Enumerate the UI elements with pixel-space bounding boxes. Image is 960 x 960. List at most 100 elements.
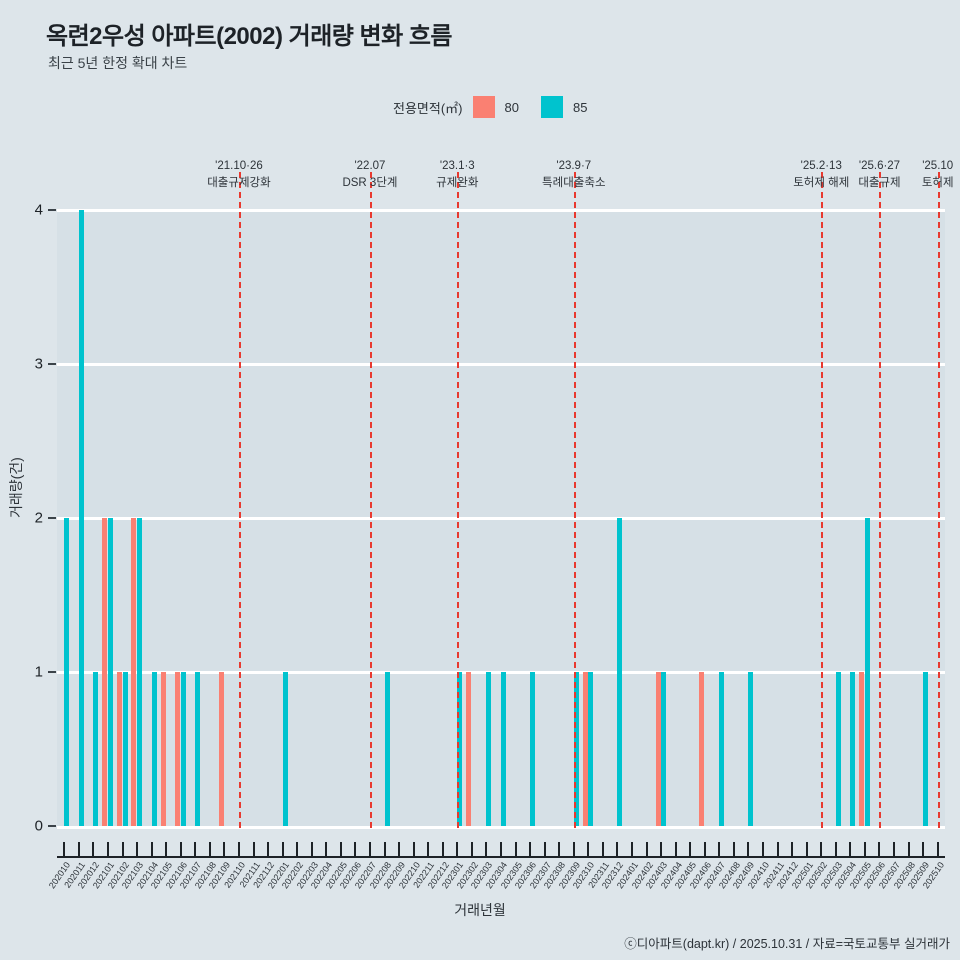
bar-202109-80 [218, 672, 224, 826]
x-tick-202201 [281, 842, 284, 856]
x-tick-202309 [572, 842, 575, 856]
x-tick-202305 [514, 842, 517, 856]
x-tick-202504 [849, 842, 852, 856]
annotation-label-202502: '25.2·13 토허제 해제 [793, 158, 849, 192]
x-tick-202212 [441, 842, 444, 856]
y-tick-2 [48, 517, 56, 519]
bar-202107-85 [195, 672, 201, 826]
bar-202403-80 [655, 672, 661, 826]
chart-legend: 전용면적(㎡) 80 85 [393, 96, 587, 118]
x-tick-202407 [718, 842, 721, 856]
bar-202104-85 [151, 672, 157, 826]
gridline-2 [57, 516, 945, 520]
x-tick-202108 [208, 842, 211, 856]
x-tick-202106 [179, 842, 182, 856]
page-title: 옥련2우성 아파트(2002) 거래량 변화 흐름 [46, 23, 453, 50]
bar-202505-80 [859, 672, 865, 826]
x-tick-202105 [165, 842, 168, 856]
x-tick-202210 [412, 842, 415, 856]
x-tick-202503 [834, 842, 837, 856]
x-tick-202110 [237, 842, 240, 856]
x-tick-202303 [485, 842, 488, 856]
annotation-label-202510: '25.10 토허제 [922, 158, 954, 192]
y-tick-3 [48, 363, 56, 365]
annotation-label-202207: '22.07 DSR 3단계 [342, 158, 397, 192]
x-tick-202402 [645, 842, 648, 856]
x-tick-202203 [310, 842, 313, 856]
bar-202406-80 [699, 672, 705, 826]
x-tick-202306 [529, 842, 532, 856]
annotation-label-202309: '23.9·7 특례대출축소 [542, 158, 605, 192]
bar-202503-85 [835, 672, 841, 826]
x-tick-202307 [543, 842, 546, 856]
x-tick-202208 [383, 842, 386, 856]
x-baseline [57, 826, 945, 829]
bar-202105-80 [160, 672, 166, 826]
x-tick-202109 [223, 842, 226, 856]
x-tick-202202 [296, 842, 299, 856]
bar-202304-85 [501, 672, 506, 826]
x-tick-202010 [63, 842, 66, 856]
bar-202010-85 [64, 518, 70, 826]
bar-202312-85 [617, 518, 623, 826]
bar-202101-85 [107, 518, 113, 826]
annotation-text-202207: DSR 3단계 [342, 177, 398, 189]
x-axis-line [57, 856, 945, 858]
y-tick-4 [48, 209, 56, 211]
x-tick-202507 [893, 842, 896, 856]
x-tick-202509 [922, 842, 925, 856]
annotation-text-202506: 대출규제 [858, 177, 901, 189]
y-tick-0 [48, 825, 56, 827]
x-tick-202205 [339, 842, 342, 856]
page-subtitle: 최근 5년 한정 확대 차트 [48, 55, 188, 71]
y-tick-label-1: 1 [34, 663, 43, 681]
x-tick-202411 [776, 842, 779, 856]
x-tick-202308 [558, 842, 561, 856]
gridline-3 [57, 362, 945, 366]
x-tick-202401 [631, 842, 634, 856]
bar-202102-80 [116, 672, 122, 826]
bar-202301-85 [457, 672, 463, 826]
x-axis-title: 거래년월 [454, 902, 506, 918]
x-tick-202312 [616, 842, 619, 856]
bar-202509-85 [923, 672, 929, 826]
x-tick-202502 [820, 842, 823, 856]
y-tick-label-0: 0 [34, 817, 43, 835]
bar-202103-85 [137, 518, 143, 826]
bar-202106-85 [180, 672, 186, 826]
y-tick-label-2: 2 [34, 509, 43, 527]
legend-swatch-80 [472, 96, 495, 118]
annotation-date-202506: '25.6·27 [858, 160, 901, 172]
annotation-line-202502 [821, 172, 824, 828]
x-tick-202012 [92, 842, 95, 856]
annotation-label-202110: '21.10·26 대출규제강화 [207, 158, 270, 192]
annotation-text-202309: 특례대출축소 [542, 177, 606, 189]
bar-202101-80 [102, 518, 108, 826]
x-tick-202011 [77, 842, 80, 856]
x-tick-202412 [791, 842, 794, 856]
x-tick-202304 [500, 842, 502, 856]
x-tick-202311 [601, 842, 604, 856]
x-tick-202409 [747, 842, 750, 856]
bar-202505-85 [864, 518, 870, 826]
x-tick-202508 [907, 842, 910, 856]
annotation-text-202110: 대출규제강화 [207, 177, 271, 189]
annotation-line-202506 [879, 172, 882, 828]
bar-202310-80 [582, 672, 588, 826]
legend-swatch-85 [540, 96, 563, 118]
annotation-date-202502: '25.2·13 [800, 160, 842, 172]
annotation-text-202301: 규제완화 [436, 177, 479, 189]
x-tick-202111 [252, 842, 255, 856]
x-tick-202403 [660, 842, 663, 856]
x-tick-202102 [121, 842, 124, 856]
bar-202310-85 [588, 672, 594, 826]
bar-202011-85 [78, 210, 84, 826]
bar-202306-85 [530, 672, 536, 826]
bar-202504-85 [850, 672, 856, 826]
x-tick-202211 [427, 842, 430, 856]
bar-202403-85 [661, 672, 667, 826]
x-tick-202501 [805, 842, 808, 856]
y-tick-label-3: 3 [34, 355, 43, 373]
bar-202103-80 [131, 518, 137, 826]
x-tick-202207 [368, 842, 371, 856]
